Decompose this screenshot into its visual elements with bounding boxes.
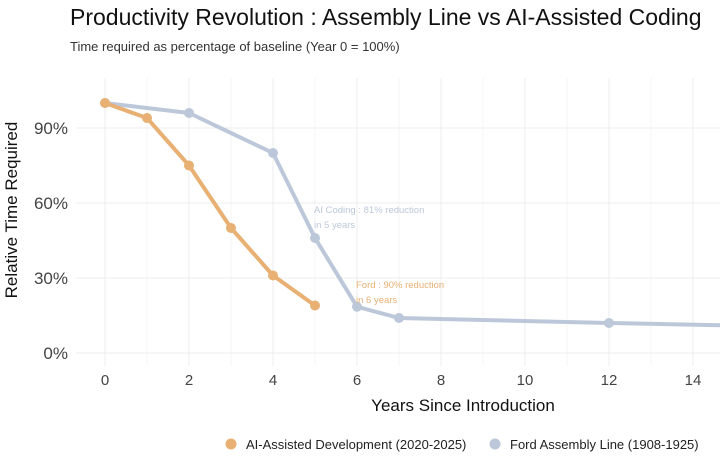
- x-tick-label: 0: [101, 372, 109, 389]
- x-tick-label: 12: [601, 372, 618, 389]
- x-tick-label: 6: [353, 372, 361, 389]
- chart-subtitle: Time required as percentage of baseline …: [70, 39, 400, 54]
- data-point: [394, 313, 404, 323]
- legend-label: AI-Assisted Development (2020-2025): [246, 437, 466, 452]
- annotation-text: in 6 years: [356, 295, 397, 306]
- data-point: [310, 233, 320, 243]
- data-point: [100, 98, 110, 108]
- data-point: [142, 113, 152, 123]
- data-point: [268, 270, 278, 281]
- x-axis-label: Years Since Introduction: [371, 396, 555, 415]
- x-tick-label: 14: [685, 372, 702, 389]
- legend-label: Ford Assembly Line (1908-1925): [510, 437, 699, 452]
- data-point: [352, 301, 362, 312]
- y-tick-label: 90%: [34, 119, 68, 138]
- annotation-text: in 5 years: [314, 220, 355, 231]
- y-tick-label: 0%: [43, 344, 68, 363]
- y-tick-label: 30%: [34, 269, 68, 288]
- data-point: [310, 300, 320, 311]
- y-tick-label: 60%: [34, 194, 68, 213]
- x-tick-label: 8: [437, 372, 445, 389]
- data-point: [184, 160, 194, 171]
- chart-title: Productivity Revolution : Assembly Line …: [70, 4, 702, 30]
- annotation-text: Ford : 90% reduction: [356, 280, 444, 291]
- data-point: [184, 108, 194, 118]
- data-point: [226, 223, 236, 233]
- legend-marker: [225, 438, 237, 450]
- plot-area: [100, 98, 720, 328]
- series-line: [103, 101, 720, 328]
- x-tick-label: 4: [269, 372, 277, 389]
- data-point: [604, 318, 614, 328]
- series-line: [103, 101, 317, 308]
- x-tick-label: 10: [517, 372, 534, 389]
- legend-marker: [489, 438, 501, 450]
- y-axis-label: Relative Time Required: [2, 122, 21, 299]
- x-tick-label: 2: [185, 372, 193, 389]
- annotation-text: AI Coding : 81% reduction: [314, 205, 424, 216]
- data-point: [268, 148, 278, 158]
